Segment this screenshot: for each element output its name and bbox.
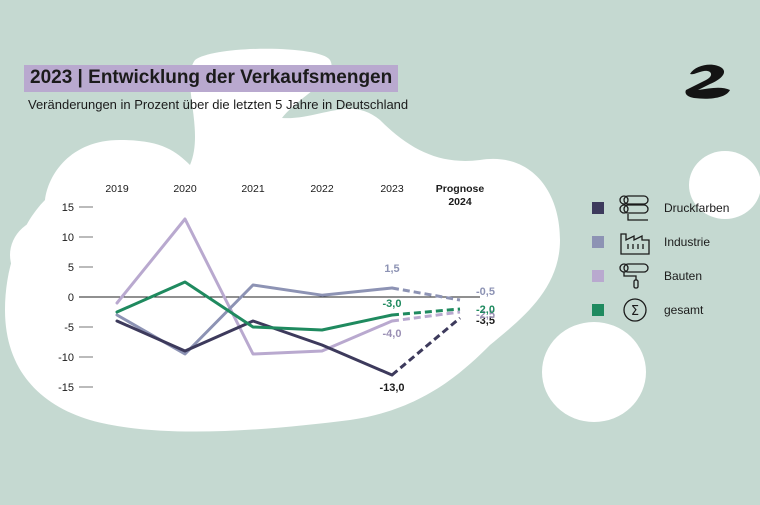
forecast-line-druckfarben xyxy=(391,316,461,377)
factory-icon xyxy=(620,233,650,255)
forecast-line-gesamt xyxy=(391,307,461,317)
legend-swatch-gesamt xyxy=(592,304,604,316)
small-blob-left xyxy=(10,217,94,293)
series-line-gesamt xyxy=(115,280,394,332)
data-label-industrie: 1,5 xyxy=(384,263,399,275)
legend-swatch-bauten xyxy=(592,270,604,282)
svg-text:Σ: Σ xyxy=(631,304,639,319)
data-label-bauten: -2,5 xyxy=(476,309,495,321)
series-line-bauten xyxy=(115,217,394,356)
data-label-druckfarben: -3,5 xyxy=(476,315,495,327)
x-category-label: 2023 xyxy=(380,183,404,195)
legend-label: gesamt xyxy=(664,303,704,317)
x-category-label: 2020 xyxy=(173,183,197,195)
data-label-druckfarben: -13,0 xyxy=(379,382,404,394)
paint-roller-icon xyxy=(619,263,649,289)
y-tick-label: 15 xyxy=(62,202,74,214)
sigma-icon: Σ xyxy=(623,298,647,322)
data-label-industrie: -0,5 xyxy=(476,286,495,298)
legend-item-bauten: Bauten xyxy=(592,262,752,292)
axis-layer: 15 10 5 0 -5 -10 -15 2019 2020 2021 2022 2023 Progno… xyxy=(58,183,484,394)
forecast-line-industrie xyxy=(391,286,461,302)
x-category-label: 2021 xyxy=(241,183,265,195)
series-line-druckfarben xyxy=(115,319,394,377)
legend-label: Industrie xyxy=(664,235,711,249)
y-tick-label: -5 xyxy=(64,322,74,334)
forecast-line-bauten xyxy=(391,310,461,323)
legend-item-druckfarben: Druckfarben xyxy=(592,194,752,224)
x-category-label: 2024 xyxy=(448,196,472,208)
data-label-gesamt: -3,0 xyxy=(383,298,402,310)
y-tick-label: -10 xyxy=(58,352,74,364)
chart-backdrop-blob xyxy=(5,48,560,432)
y-tick-label: 5 xyxy=(68,262,74,274)
legend-item-gesamt: Σ gesamt xyxy=(592,296,752,326)
legend-item-industrie: Industrie xyxy=(592,228,752,258)
series-layer xyxy=(115,217,461,377)
legend-swatch-industrie xyxy=(592,236,604,248)
y-tick-label: 10 xyxy=(62,232,74,244)
legend-label: Bauten xyxy=(664,269,703,283)
printing-rollers-icon xyxy=(619,195,649,221)
page-subtitle: Veränderungen in Prozent über die letzte… xyxy=(28,97,409,112)
data-label-bauten: -4,0 xyxy=(383,328,402,340)
circle-right-bottom xyxy=(542,322,646,422)
circle-right-top xyxy=(689,151,760,219)
x-category-label: 2019 xyxy=(105,183,129,195)
legend-label: Druckfarben xyxy=(664,201,730,215)
y-tick-label: -15 xyxy=(58,382,74,394)
legend-swatch-druckfarben xyxy=(592,202,604,214)
brand-logo-icon xyxy=(685,64,730,99)
data-label-layer: -13,0 -3,5 1,5 -0,5 -4,0 -2,5 -3,0 -2,0 xyxy=(379,263,495,394)
data-label-gesamt: -2,0 xyxy=(476,304,495,316)
page-title: 2023 | Entwicklung der Verkaufsmengen xyxy=(24,65,399,92)
y-tick-label: 0 xyxy=(68,292,74,304)
x-category-label: Prognose xyxy=(436,183,485,195)
x-category-label: 2022 xyxy=(310,183,334,195)
